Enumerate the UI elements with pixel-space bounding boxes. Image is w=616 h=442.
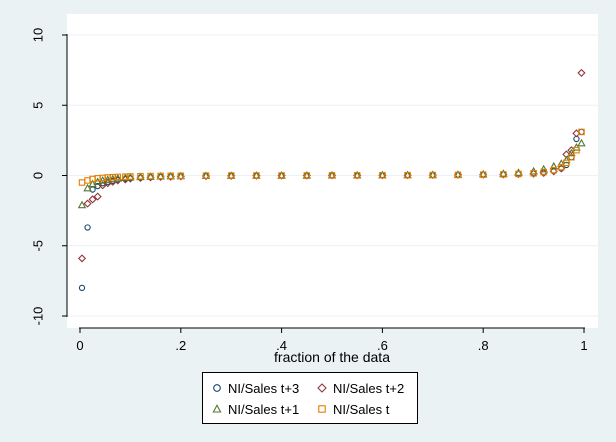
data-point-diamond bbox=[88, 195, 97, 204]
data-point-triangle bbox=[108, 174, 117, 183]
data-point-square bbox=[328, 172, 336, 179]
legend: NI/Sales t+3 NI/Sales t+2 NI/Sales t+1 N… bbox=[202, 372, 418, 424]
data-point-square bbox=[227, 172, 235, 179]
data-point-square bbox=[114, 173, 122, 181]
data-point-square bbox=[454, 171, 462, 179]
data-point-square bbox=[167, 172, 174, 180]
triangle-marker-icon bbox=[212, 404, 222, 413]
data-point-square bbox=[550, 166, 558, 174]
y-tick-label: 5 bbox=[31, 102, 46, 109]
data-point-triangle bbox=[136, 172, 145, 181]
legend-item-ni-sales-t1: NI/Sales t+1 bbox=[211, 400, 299, 418]
legend-label: NI/Sales t+3 bbox=[228, 380, 300, 396]
data-point-square bbox=[137, 172, 144, 180]
legend-item-ni-sales-t3: NI/Sales t+3 bbox=[211, 379, 299, 397]
x-tick-label: .4 bbox=[276, 338, 287, 353]
data-point-triangle bbox=[126, 172, 135, 181]
x-tick-label: 1 bbox=[580, 338, 587, 353]
data-point-square bbox=[404, 171, 411, 179]
data-point-square bbox=[578, 128, 585, 136]
data-point-triangle bbox=[113, 173, 123, 182]
data-point-triangle bbox=[567, 148, 576, 157]
y-tick-label: 0 bbox=[31, 172, 46, 179]
y-tick-label: 10 bbox=[31, 28, 46, 42]
legend-label: NI/Sales t+1 bbox=[228, 401, 300, 417]
legend-label: NI/Sales t+2 bbox=[333, 380, 405, 396]
x-tick-label: .2 bbox=[175, 338, 186, 353]
plot-area bbox=[67, 14, 598, 328]
data-point-square bbox=[500, 171, 507, 178]
data-point-square bbox=[568, 153, 575, 161]
data-point-triangle bbox=[121, 173, 130, 181]
data-point-diamond bbox=[93, 192, 102, 201]
data-point-diamond bbox=[83, 199, 92, 208]
data-point-diamond bbox=[77, 254, 87, 263]
data-point-square bbox=[157, 172, 164, 180]
legend-item-ni-sales-t2: NI/Sales t+2 bbox=[316, 379, 404, 397]
data-point-triangle bbox=[103, 175, 112, 183]
data-point-triangle bbox=[77, 200, 87, 209]
x-tick-label: 0 bbox=[76, 338, 83, 353]
x-tick-label: .6 bbox=[377, 338, 388, 353]
data-point-square bbox=[563, 159, 570, 167]
gridlines bbox=[67, 34, 598, 317]
data-point-square bbox=[379, 171, 386, 179]
legend-label: NI/Sales t bbox=[333, 401, 390, 417]
data-point-diamond bbox=[577, 68, 586, 78]
data-point-triangle bbox=[514, 168, 523, 176]
data-point-circle bbox=[84, 224, 91, 231]
square-marker-icon bbox=[318, 405, 326, 413]
data-point-square bbox=[278, 172, 285, 179]
legend-item-ni-sales-t: NI/Sales t bbox=[316, 400, 389, 418]
y-tick-label: -10 bbox=[31, 307, 46, 326]
data-point-square bbox=[353, 172, 361, 179]
x-axis-label: fraction of the data bbox=[274, 349, 390, 365]
axes: -10 -5 0 5 10 0 .2 .4 .6 .8 1 bbox=[31, 28, 588, 353]
data-point-square bbox=[127, 173, 134, 180]
data-point-square bbox=[253, 172, 260, 179]
data-point-square bbox=[202, 172, 210, 179]
data-point-square bbox=[573, 146, 580, 154]
data-point-triangle bbox=[83, 183, 92, 192]
data-points bbox=[77, 68, 586, 292]
data-point-square bbox=[429, 171, 437, 179]
data-point-triangle bbox=[577, 138, 586, 147]
data-point-square bbox=[558, 163, 565, 171]
data-point-square bbox=[147, 172, 154, 180]
data-point-square bbox=[177, 172, 185, 180]
x-tick-label: .8 bbox=[478, 338, 489, 353]
data-point-circle bbox=[78, 284, 86, 292]
data-point-square bbox=[530, 170, 537, 177]
data-point-square bbox=[303, 172, 311, 179]
y-tick-label: -5 bbox=[31, 240, 46, 252]
data-point-triangle bbox=[499, 169, 508, 177]
data-point-square bbox=[540, 168, 547, 176]
circle-marker-icon bbox=[213, 384, 221, 392]
data-point-square bbox=[515, 170, 522, 178]
data-point-square bbox=[479, 171, 487, 178]
series-3 bbox=[78, 128, 585, 186]
diamond-marker-icon bbox=[317, 383, 327, 393]
data-point-triangle bbox=[549, 161, 558, 170]
